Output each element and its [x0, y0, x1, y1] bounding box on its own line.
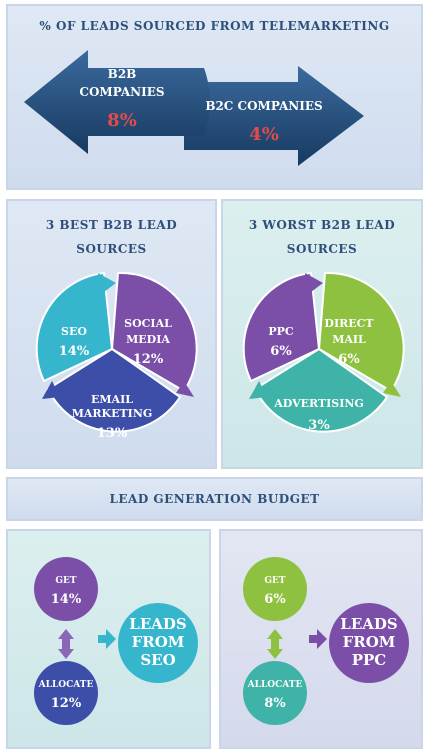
seo-arrow-tip	[98, 273, 116, 295]
email-value: 13%	[97, 426, 128, 441]
ppc-get-label: GET	[264, 576, 286, 586]
seo-get-value: 14%	[51, 592, 82, 607]
ppc-updown-arrow-icon	[267, 629, 283, 659]
social-value: 12%	[133, 352, 164, 367]
ppc-arrow-tip	[305, 273, 323, 295]
b2b-label-line2: COMPANIES	[79, 85, 164, 99]
ppc-segment	[242, 271, 321, 383]
email-arrow-tip	[42, 381, 60, 399]
budget-seo-graphic: GET 14% ALLOCATE 12% LEADS FROM SEO	[34, 557, 198, 725]
seo-label: SEO	[61, 325, 87, 338]
ppc-result-line3: PPC	[352, 651, 387, 669]
b2b-value: 8%	[107, 110, 137, 131]
social-media-segment	[110, 271, 198, 393]
ppc-result-line1: LEADS	[340, 615, 397, 633]
b2c-value: 4%	[249, 124, 279, 145]
seo-segment	[35, 271, 114, 383]
social-label-line2: MEDIA	[126, 333, 170, 346]
b2b-label-line1: B2B	[108, 67, 137, 81]
seo-right-arrow-icon	[98, 629, 116, 649]
direct-label-line1: DIRECT	[324, 317, 374, 330]
seo-result-line3: SEO	[140, 651, 175, 669]
ppc-allocate-circle	[243, 661, 307, 725]
b2c-label: B2C COMPANIES	[205, 99, 322, 113]
best-sources-title-line2: SOURCES	[76, 242, 147, 256]
best-sources-panel: 3 BEST B2B LEAD SOURCES SEO 14% SOCIAL M…	[6, 199, 217, 469]
worst-sources-title-line1: 3 WORST B2B LEAD	[248, 218, 396, 232]
seo-result-line2: FROM	[132, 633, 185, 651]
seo-allocate-value: 12%	[51, 696, 82, 711]
ppc-allocate-value: 8%	[264, 696, 286, 711]
email-label-line2: MARKETING	[72, 407, 153, 420]
advertising-value: 3%	[308, 418, 330, 433]
seo-result-line1: LEADS	[129, 615, 186, 633]
seo-value: 14%	[59, 344, 90, 359]
budget-ppc-panel: GET 6% ALLOCATE 8% LEADS FROM PPC	[219, 529, 423, 749]
advertising-label: ADVERTISING	[273, 397, 364, 410]
social-arrow-tip	[176, 381, 194, 397]
ppc-result-circle	[329, 603, 409, 683]
seo-allocate-label: ALLOCATE	[38, 680, 94, 690]
best-sources-cycle: SEO 14% SOCIAL MEDIA 12% EMAIL MARKETING…	[35, 271, 198, 441]
ppc-result-line2: FROM	[343, 633, 396, 651]
telemarketing-panel: % OF LEADS SOURCED FROM TELEMARKETING B2…	[6, 4, 423, 190]
social-label-line1: SOCIAL	[124, 317, 172, 330]
budget-seo-panel: GET 14% ALLOCATE 12% LEADS FROM SEO	[6, 529, 211, 749]
direct-mail-segment	[317, 271, 405, 393]
seo-updown-arrow-icon	[58, 629, 74, 659]
advertising-segment	[253, 347, 389, 433]
b2b-arrow	[24, 50, 210, 154]
telemarketing-title: % OF LEADS SOURCED FROM TELEMARKETING	[39, 19, 390, 33]
budget-ppc-graphic: GET 6% ALLOCATE 8% LEADS FROM PPC	[243, 557, 409, 725]
b2c-arrow	[184, 66, 364, 166]
seo-get-label: GET	[55, 576, 77, 586]
email-label-line1: EMAIL	[91, 393, 133, 406]
seo-get-circle	[34, 557, 98, 621]
ppc-value: 6%	[270, 344, 292, 359]
budget-title: LEAD GENERATION BUDGET	[109, 492, 320, 506]
email-marketing-segment	[46, 347, 182, 433]
worst-sources-cycle: PPC 6% DIRECT MAIL 6% ADVERTISING 3%	[242, 271, 405, 433]
advertising-arrow-tip	[249, 381, 267, 399]
ppc-allocate-label: ALLOCATE	[247, 680, 303, 690]
seo-result-circle	[118, 603, 198, 683]
direct-value: 6%	[338, 352, 360, 367]
ppc-right-arrow-icon	[309, 629, 327, 649]
ppc-label: PPC	[268, 325, 294, 338]
telemarketing-arrows: B2B COMPANIES 8% B2C COMPANIES 4%	[24, 50, 364, 166]
direct-arrow-tip	[383, 381, 401, 397]
worst-sources-panel: 3 WORST B2B LEAD SOURCES PPC 6% DIRECT M…	[221, 199, 423, 469]
budget-header: LEAD GENERATION BUDGET	[6, 477, 423, 521]
best-sources-title-line1: 3 BEST B2B LEAD	[45, 218, 178, 232]
direct-label-line2: MAIL	[332, 333, 366, 346]
ppc-get-value: 6%	[264, 592, 286, 607]
seo-allocate-circle	[34, 661, 98, 725]
worst-sources-title-line2: SOURCES	[286, 242, 358, 256]
ppc-get-circle	[243, 557, 307, 621]
